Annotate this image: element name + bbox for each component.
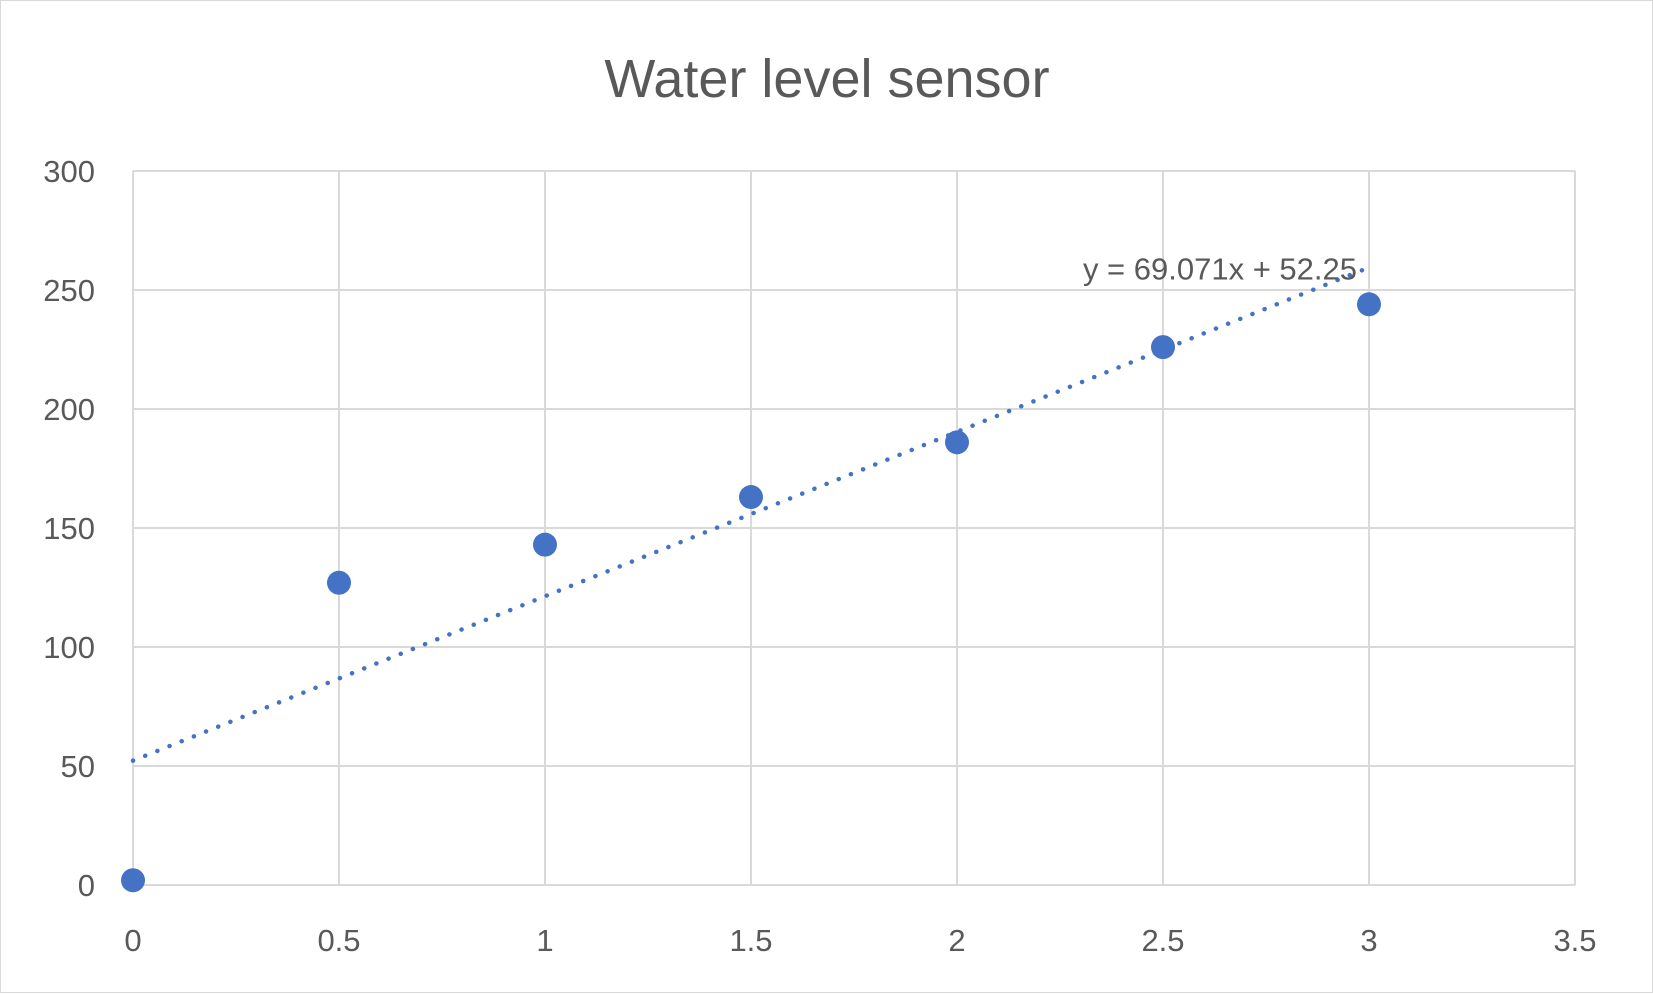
chart-title: Water level sensor <box>604 49 1049 109</box>
trendline <box>130 265 1372 763</box>
x-tick-label: 0.5 <box>317 923 360 958</box>
trendline-group <box>130 265 1372 763</box>
y-tick-label: 100 <box>43 630 95 665</box>
x-tick-label: 1.5 <box>729 923 772 958</box>
data-point <box>1151 335 1175 360</box>
data-point <box>121 868 145 893</box>
y-tick-label: 50 <box>61 749 95 784</box>
trendline-equation: y = 69.071x + 52.25 <box>1083 251 1357 286</box>
x-tick-label: 3 <box>1360 923 1377 958</box>
grid-lines <box>132 170 1576 886</box>
y-tick-label: 300 <box>43 154 95 189</box>
x-tick-label: 1 <box>536 923 553 958</box>
data-point <box>739 485 763 510</box>
x-tick-label: 2.5 <box>1141 923 1184 958</box>
y-tick-label: 0 <box>78 868 95 903</box>
x-tick-label: 2 <box>948 923 965 958</box>
y-tick-label: 250 <box>43 273 95 308</box>
x-tick-label: 3.5 <box>1553 923 1596 958</box>
y-tick-label: 150 <box>43 511 95 546</box>
data-point <box>1357 292 1381 317</box>
x-axis-ticks: 0 0.5 1 1.5 2 2.5 3 3.5 <box>124 923 1596 958</box>
data-point <box>533 532 557 557</box>
x-tick-label: 0 <box>124 923 141 958</box>
data-point <box>945 430 969 455</box>
y-axis-ticks: 0 50 100 150 200 250 300 <box>43 154 95 903</box>
y-tick-label: 200 <box>43 392 95 427</box>
data-point <box>327 570 351 595</box>
data-points <box>121 292 1381 893</box>
